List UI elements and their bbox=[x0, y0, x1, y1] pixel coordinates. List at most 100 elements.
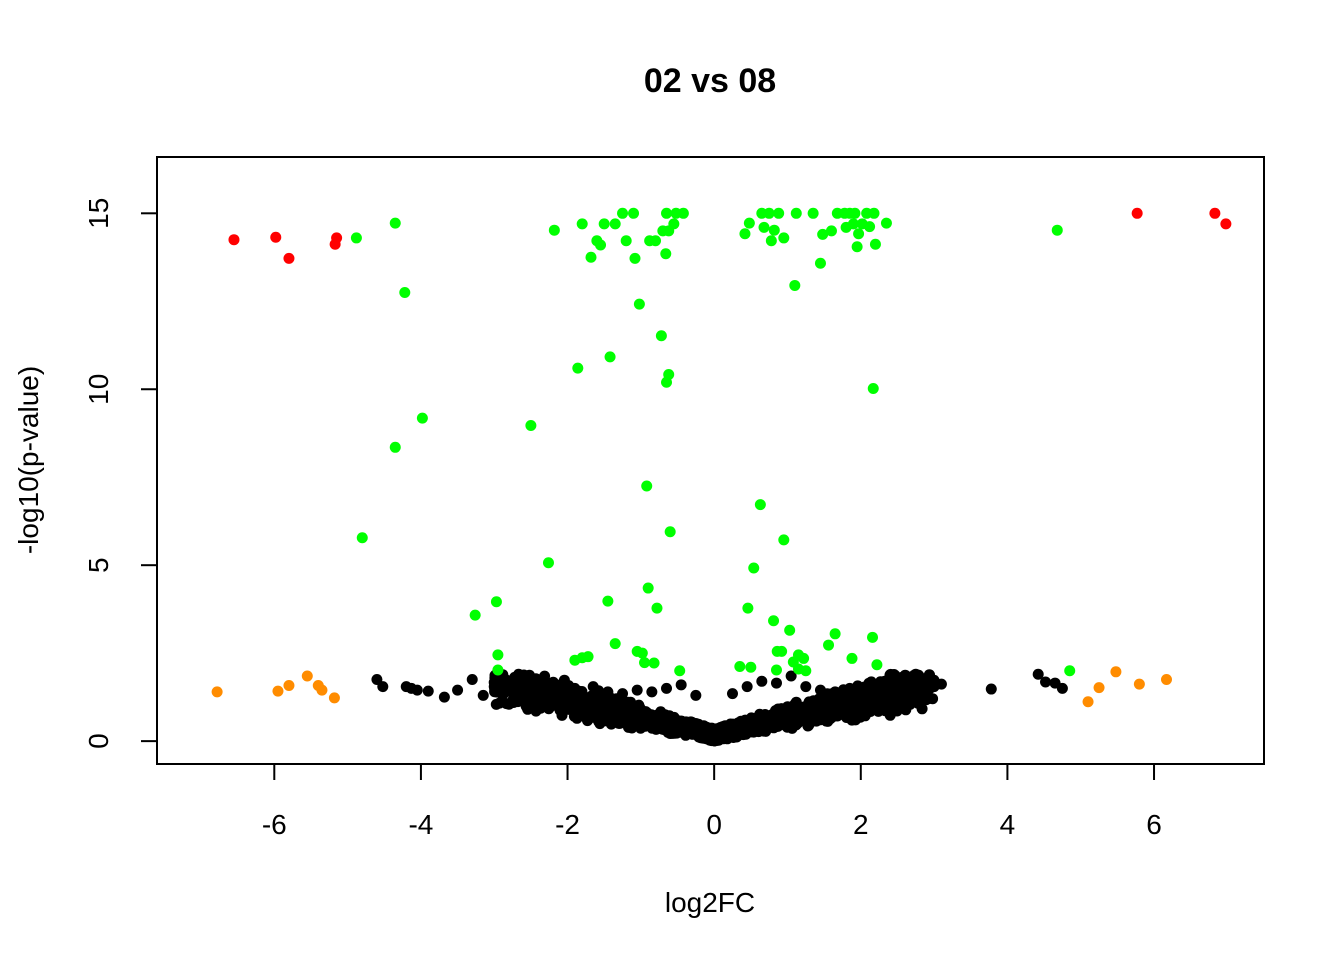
y-axis: 0 5 10 15 bbox=[83, 198, 158, 749]
point-significant bbox=[823, 639, 835, 651]
point-not-significant bbox=[917, 684, 929, 696]
point-significant bbox=[748, 562, 760, 574]
point-significant bbox=[817, 228, 829, 240]
point-significant bbox=[778, 534, 790, 546]
point-not-significant bbox=[635, 717, 647, 729]
point-significant bbox=[651, 602, 663, 614]
point-not-significant bbox=[622, 717, 633, 729]
point-large-fc bbox=[328, 692, 340, 704]
point-significant bbox=[416, 412, 428, 424]
point-not-significant bbox=[646, 686, 658, 698]
point-significant bbox=[655, 330, 667, 342]
point-not-significant bbox=[902, 693, 914, 705]
point-not-significant bbox=[785, 670, 797, 682]
point-significant bbox=[851, 241, 863, 253]
y-tick-label: 0 bbox=[83, 733, 114, 749]
point-large-fc bbox=[301, 670, 313, 682]
point-not-significant bbox=[734, 727, 746, 739]
point-not-significant bbox=[742, 721, 754, 733]
point-large-fc bbox=[1160, 674, 1172, 686]
point-not-significant bbox=[518, 682, 530, 694]
point-significant bbox=[798, 652, 810, 664]
point-significant bbox=[868, 207, 880, 219]
point-not-significant bbox=[741, 681, 753, 693]
point-significant bbox=[880, 217, 892, 229]
point-significant bbox=[745, 661, 757, 673]
point-not-significant bbox=[601, 713, 613, 725]
x-tick-label: -4 bbox=[408, 809, 433, 840]
point-significant bbox=[664, 526, 676, 538]
point-significant bbox=[660, 248, 672, 260]
point-not-significant bbox=[377, 681, 389, 693]
point-significant-large-fc bbox=[1209, 207, 1221, 219]
point-large-fc bbox=[1133, 678, 1145, 690]
point-significant bbox=[356, 532, 368, 544]
point-not-significant bbox=[529, 679, 541, 691]
point-significant bbox=[389, 217, 401, 229]
point-significant-large-fc bbox=[1131, 207, 1143, 219]
point-not-significant bbox=[573, 685, 585, 697]
point-significant-large-fc bbox=[1220, 218, 1232, 230]
point-not-significant bbox=[477, 689, 489, 701]
point-large-fc bbox=[316, 684, 328, 696]
point-significant bbox=[399, 286, 411, 298]
point-not-significant bbox=[629, 708, 640, 720]
point-significant bbox=[1051, 224, 1063, 236]
point-significant bbox=[542, 557, 554, 569]
point-significant bbox=[389, 441, 401, 453]
point-not-significant bbox=[690, 689, 702, 701]
point-significant bbox=[604, 351, 616, 363]
point-not-significant bbox=[588, 692, 600, 704]
point-significant bbox=[572, 362, 584, 374]
point-significant bbox=[773, 207, 785, 219]
point-not-significant bbox=[935, 678, 947, 690]
point-significant bbox=[492, 649, 504, 661]
point-not-significant bbox=[858, 698, 870, 710]
point-not-significant bbox=[543, 681, 555, 693]
point-significant bbox=[650, 235, 662, 247]
point-not-significant bbox=[888, 698, 900, 710]
point-not-significant bbox=[844, 682, 856, 694]
point-not-significant bbox=[422, 685, 434, 697]
point-significant bbox=[853, 228, 865, 240]
point-significant-large-fc bbox=[283, 252, 295, 264]
point-significant bbox=[639, 657, 651, 669]
point-not-significant bbox=[661, 682, 673, 694]
point-significant bbox=[734, 661, 746, 673]
point-large-fc bbox=[283, 680, 295, 692]
x-tick-label: 0 bbox=[706, 809, 722, 840]
point-significant-large-fc bbox=[228, 234, 240, 246]
point-not-significant bbox=[680, 728, 692, 740]
point-not-significant bbox=[756, 675, 768, 687]
point-significant bbox=[758, 221, 770, 233]
point-significant bbox=[754, 499, 766, 511]
point-significant bbox=[807, 207, 819, 219]
point-not-significant bbox=[594, 700, 606, 712]
point-not-significant bbox=[858, 688, 870, 700]
point-significant bbox=[790, 207, 802, 219]
point-significant bbox=[776, 645, 788, 657]
point-not-significant bbox=[985, 683, 997, 695]
point-significant bbox=[628, 207, 640, 219]
point-significant bbox=[829, 628, 841, 640]
point-significant bbox=[847, 218, 859, 230]
point-not-significant bbox=[800, 681, 812, 693]
point-significant bbox=[765, 235, 777, 247]
x-tick-label: -6 bbox=[262, 809, 287, 840]
y-tick-label: 10 bbox=[83, 374, 114, 405]
point-significant bbox=[642, 582, 654, 594]
data-points bbox=[211, 207, 1232, 747]
point-not-significant bbox=[578, 696, 590, 708]
point-significant bbox=[350, 232, 362, 244]
point-significant bbox=[1064, 665, 1076, 677]
point-not-significant bbox=[676, 718, 687, 730]
point-not-significant bbox=[659, 719, 671, 731]
point-significant bbox=[778, 232, 790, 244]
point-not-significant bbox=[411, 684, 423, 696]
point-significant bbox=[620, 235, 632, 247]
point-significant bbox=[585, 251, 597, 263]
point-significant bbox=[768, 224, 780, 236]
point-not-significant bbox=[585, 705, 597, 717]
point-not-significant bbox=[466, 674, 478, 686]
